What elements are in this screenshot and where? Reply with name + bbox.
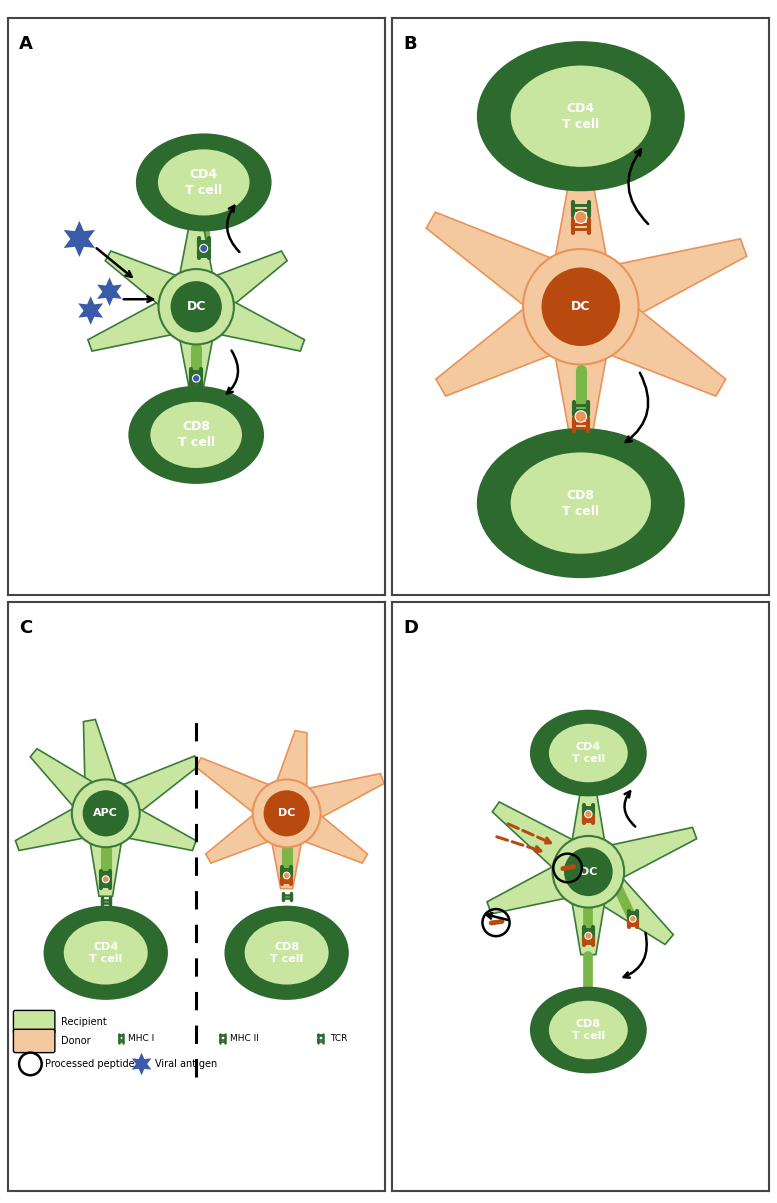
Text: Processed peptide: Processed peptide [46,1059,135,1069]
FancyBboxPatch shape [13,1030,55,1053]
Text: DC: DC [580,866,597,877]
Polygon shape [487,852,596,914]
Ellipse shape [158,149,249,215]
Polygon shape [546,179,615,307]
Polygon shape [97,278,122,306]
Text: C: C [19,620,33,638]
Text: Viral antigen: Viral antigen [155,1059,217,1069]
Ellipse shape [477,41,685,191]
Circle shape [171,282,221,332]
Ellipse shape [510,65,651,167]
Polygon shape [567,789,610,872]
Text: APC: APC [93,808,118,818]
Ellipse shape [530,986,646,1073]
Circle shape [103,876,110,883]
Polygon shape [267,730,307,817]
Polygon shape [173,307,219,390]
Ellipse shape [549,724,628,782]
Ellipse shape [477,428,685,579]
Circle shape [200,244,207,253]
Polygon shape [189,285,305,351]
Ellipse shape [530,710,646,796]
Circle shape [82,790,129,836]
Circle shape [585,811,592,818]
Circle shape [552,836,624,907]
Polygon shape [196,758,297,831]
Ellipse shape [44,906,168,1000]
Polygon shape [574,855,674,944]
Polygon shape [132,1053,152,1075]
Circle shape [523,249,639,365]
Text: DC: DC [186,301,206,313]
Polygon shape [83,719,126,817]
FancyArrowPatch shape [563,866,573,869]
Circle shape [263,790,310,836]
Circle shape [575,212,587,224]
Ellipse shape [225,906,349,1000]
Text: MHC I: MHC I [128,1033,155,1043]
Text: CD8
T cell: CD8 T cell [178,420,214,450]
Polygon shape [426,212,598,337]
Text: CD4
T cell: CD4 T cell [185,168,222,197]
Text: MHC II: MHC II [230,1033,259,1043]
Polygon shape [105,251,207,326]
Text: B: B [404,35,417,53]
Polygon shape [88,285,204,351]
Polygon shape [277,795,368,863]
Circle shape [159,269,234,344]
Polygon shape [64,221,95,257]
Circle shape [564,847,613,896]
Text: CD4
T cell: CD4 T cell [89,942,122,964]
Polygon shape [16,794,113,851]
Polygon shape [185,251,287,326]
Text: Recipient: Recipient [61,1018,106,1027]
Polygon shape [99,794,196,851]
Polygon shape [567,872,610,955]
Circle shape [629,915,636,923]
Text: CD8
T cell: CD8 T cell [572,1019,605,1042]
Circle shape [253,780,321,847]
Text: A: A [19,35,33,53]
Polygon shape [85,813,126,896]
Ellipse shape [136,134,272,231]
Text: CD8
T cell: CD8 T cell [563,488,599,517]
Polygon shape [280,774,384,832]
Polygon shape [546,307,615,434]
FancyBboxPatch shape [13,1011,55,1033]
Ellipse shape [64,921,148,984]
Circle shape [542,267,620,346]
Ellipse shape [510,452,651,553]
Polygon shape [96,755,200,831]
Polygon shape [581,828,697,891]
Polygon shape [206,795,297,863]
Ellipse shape [151,402,242,468]
Text: TCR: TCR [330,1033,347,1043]
Polygon shape [569,239,747,339]
Text: D: D [404,620,419,638]
Text: CD4
T cell: CD4 T cell [563,102,599,131]
Circle shape [71,780,140,847]
Polygon shape [563,277,726,396]
Circle shape [284,872,290,879]
Text: Donor: Donor [61,1036,90,1047]
Circle shape [193,374,200,383]
Polygon shape [436,277,598,396]
Circle shape [585,932,592,940]
Polygon shape [173,224,219,307]
Text: CD4
T cell: CD4 T cell [572,742,605,764]
Polygon shape [30,748,119,829]
Polygon shape [493,802,601,889]
Ellipse shape [549,1001,628,1060]
Polygon shape [78,296,103,325]
Ellipse shape [245,921,329,984]
Text: DC: DC [278,808,295,818]
Text: DC: DC [571,301,591,313]
FancyArrowPatch shape [491,921,502,923]
Text: CD8
T cell: CD8 T cell [270,942,303,964]
Circle shape [575,410,587,422]
Polygon shape [267,813,307,889]
Ellipse shape [128,386,264,484]
